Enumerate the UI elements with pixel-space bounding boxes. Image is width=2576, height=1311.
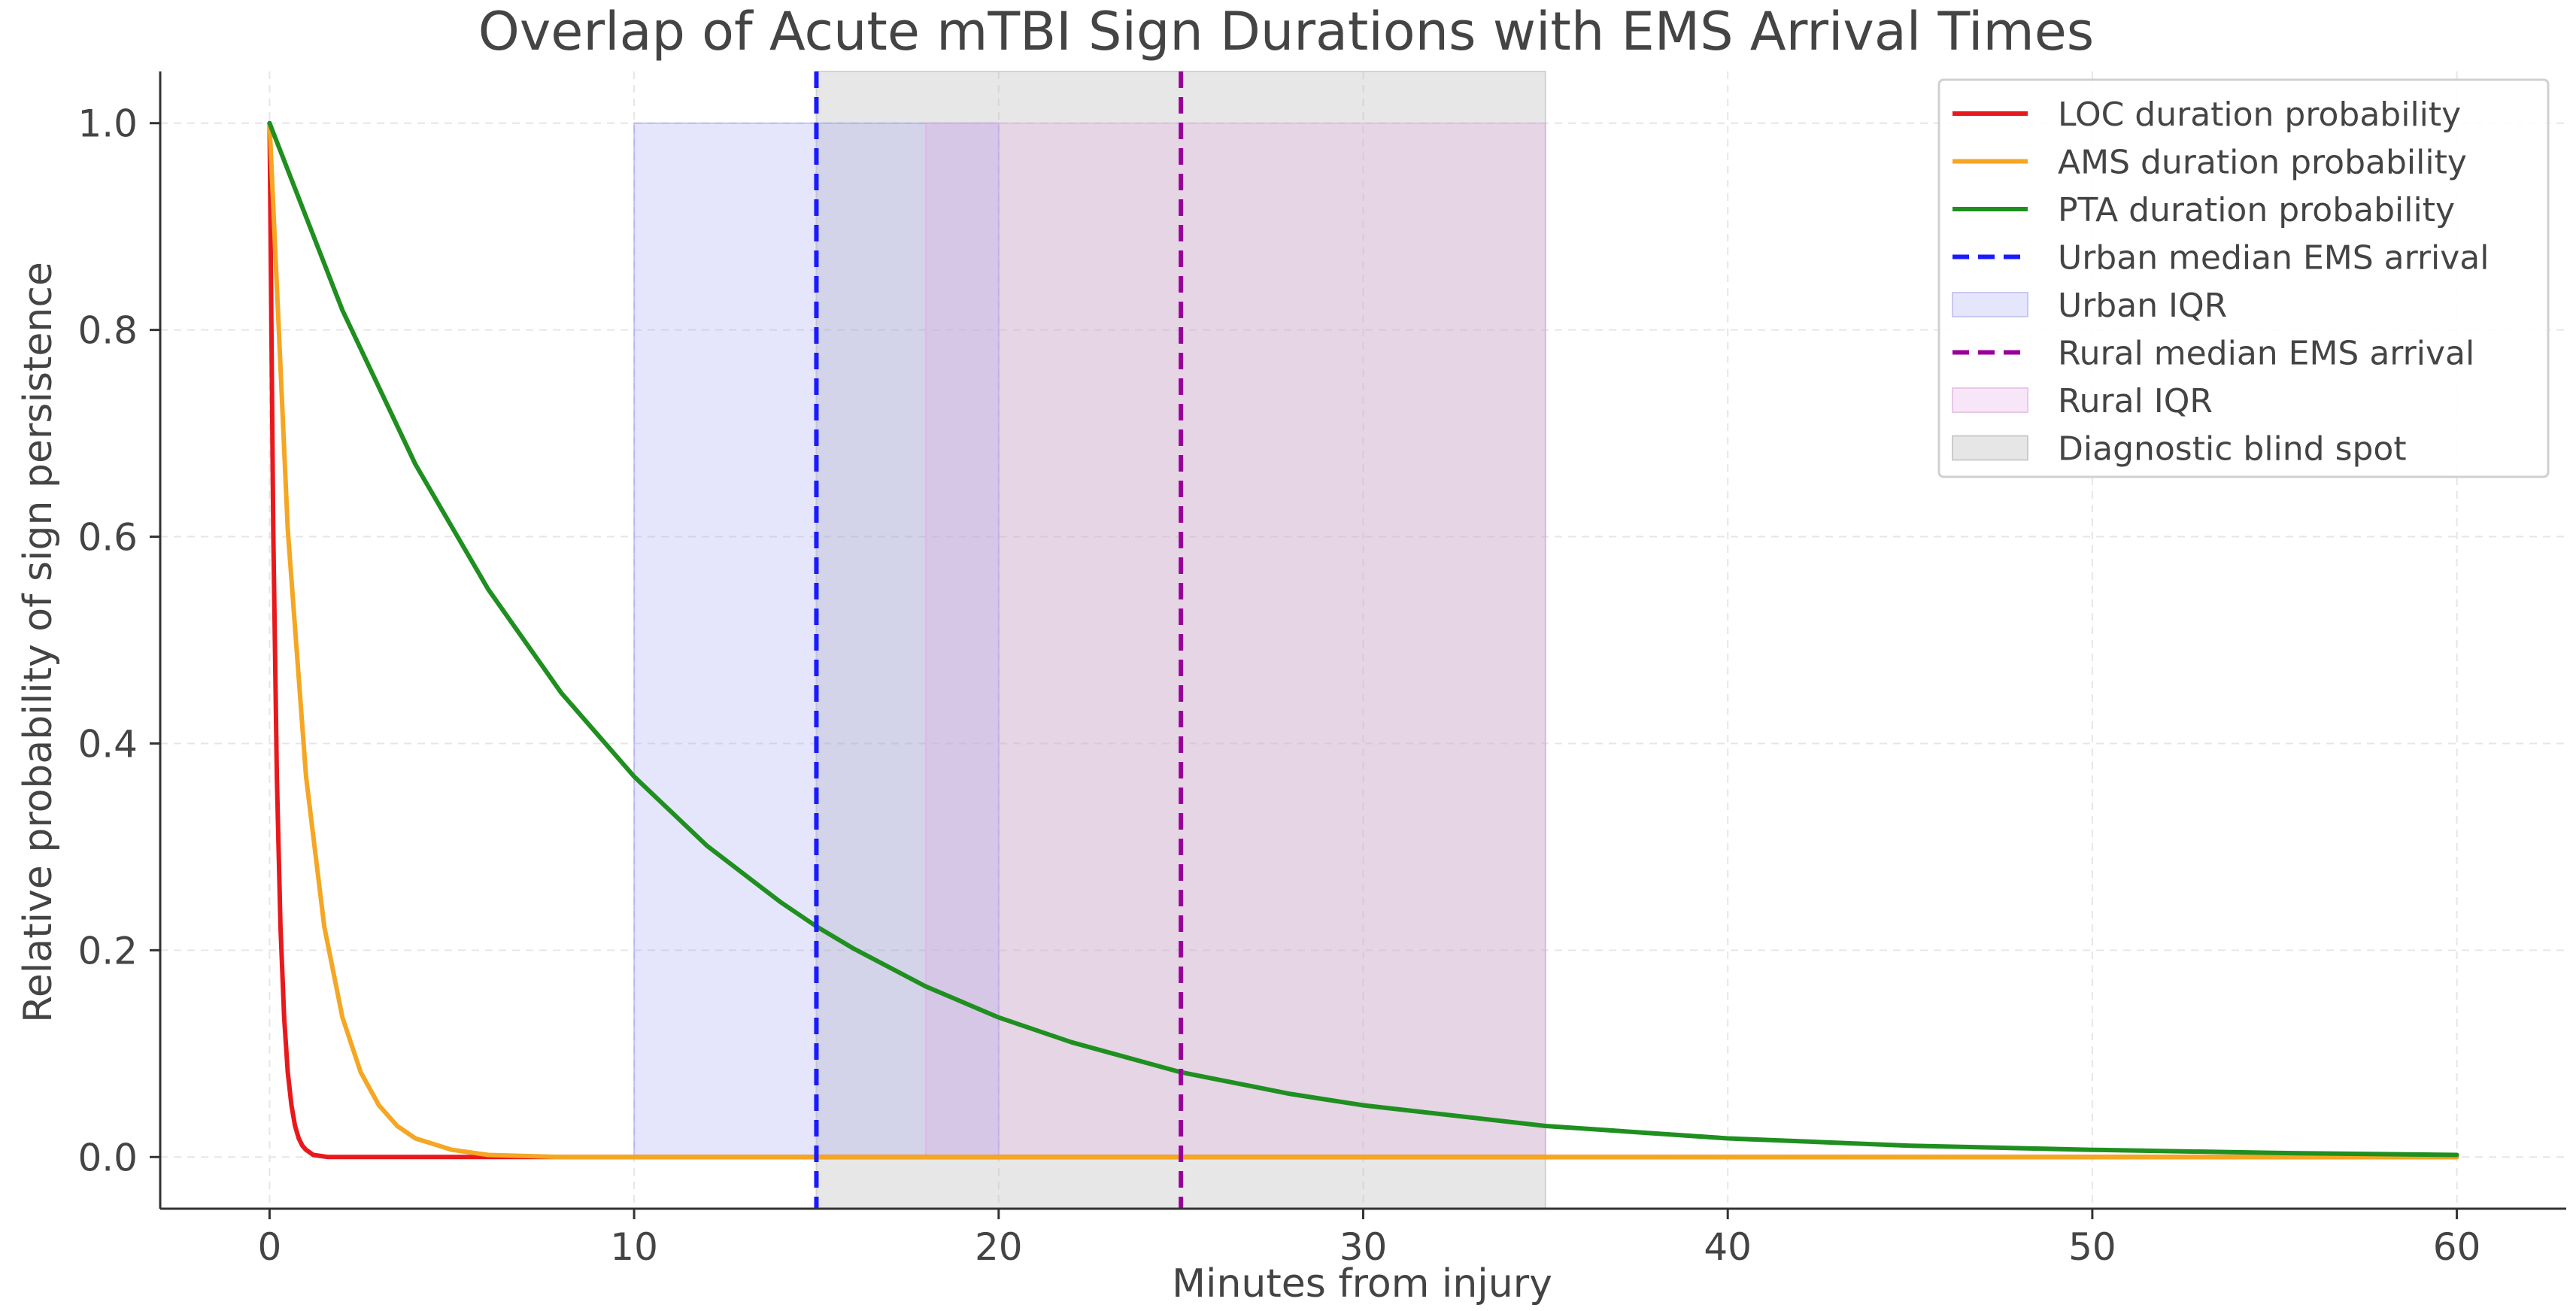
y-tick-label: 0.8 — [77, 309, 138, 353]
legend: LOC duration probability AMS duration pro… — [1937, 78, 2550, 478]
x-tick-label: 10 — [610, 1225, 658, 1269]
y-tick-label: 0.4 — [77, 722, 138, 766]
legend-item-ams-duration-probability-label: AMS duration probability — [2058, 144, 2467, 182]
legend-item-rural-iqr-label: Rural IQR — [2058, 382, 2213, 420]
y-tick-label: 0.2 — [77, 929, 138, 973]
y-axis-label: Relative probability of sign persistence — [16, 262, 61, 1023]
legend-item-rural-iqr-swatch — [1952, 387, 2028, 413]
legend-item-loc-duration-probability-label: LOC duration probability — [2058, 96, 2461, 134]
x-ticks: 0 10 20 30 40 50 60 — [258, 1209, 2481, 1269]
y-tick-label: 0.6 — [77, 516, 138, 560]
median-lines — [814, 71, 1184, 1209]
legend-item-urban-median-ems-arrival-label: Urban median EMS arrival — [2058, 239, 2489, 278]
rural-iqr-span — [924, 122, 1546, 1158]
y-tick-label: 1.0 — [77, 102, 138, 146]
x-tick-label: 50 — [2068, 1225, 2116, 1269]
legend-item-diagnostic-blind-spot-swatch — [1952, 435, 2028, 461]
x-tick-label: 0 — [258, 1225, 282, 1269]
x-axis-label: Minutes from injury — [1172, 1261, 1552, 1306]
legend-item-rural-median-ems-arrival-label: Rural median EMS arrival — [2058, 335, 2474, 373]
legend-item-diagnostic-blind-spot-label: Diagnostic blind spot — [2058, 430, 2407, 469]
legend-item-urban-iqr-label: Urban IQR — [2058, 287, 2227, 325]
legend-item-urban-iqr-swatch — [1952, 292, 2028, 317]
y-tick-label: 0.0 — [77, 1136, 138, 1179]
legend-box — [1937, 78, 2550, 478]
pta-duration-probability-line — [267, 120, 2459, 1158]
shaded-regions — [633, 71, 1546, 1209]
legend-item-pta-duration-probability-label: PTA duration probability — [2058, 191, 2455, 229]
chart-title: Overlap of Acute mTBI Sign Durations wit… — [478, 1, 2094, 62]
y-ticks: 0.0 0.2 0.4 0.6 0.8 1.0 — [77, 102, 160, 1179]
x-tick-label: 60 — [2433, 1225, 2481, 1269]
x-tick-label: 20 — [975, 1225, 1023, 1269]
x-tick-label: 30 — [1340, 1225, 1388, 1269]
x-tick-label: 40 — [1704, 1225, 1752, 1269]
